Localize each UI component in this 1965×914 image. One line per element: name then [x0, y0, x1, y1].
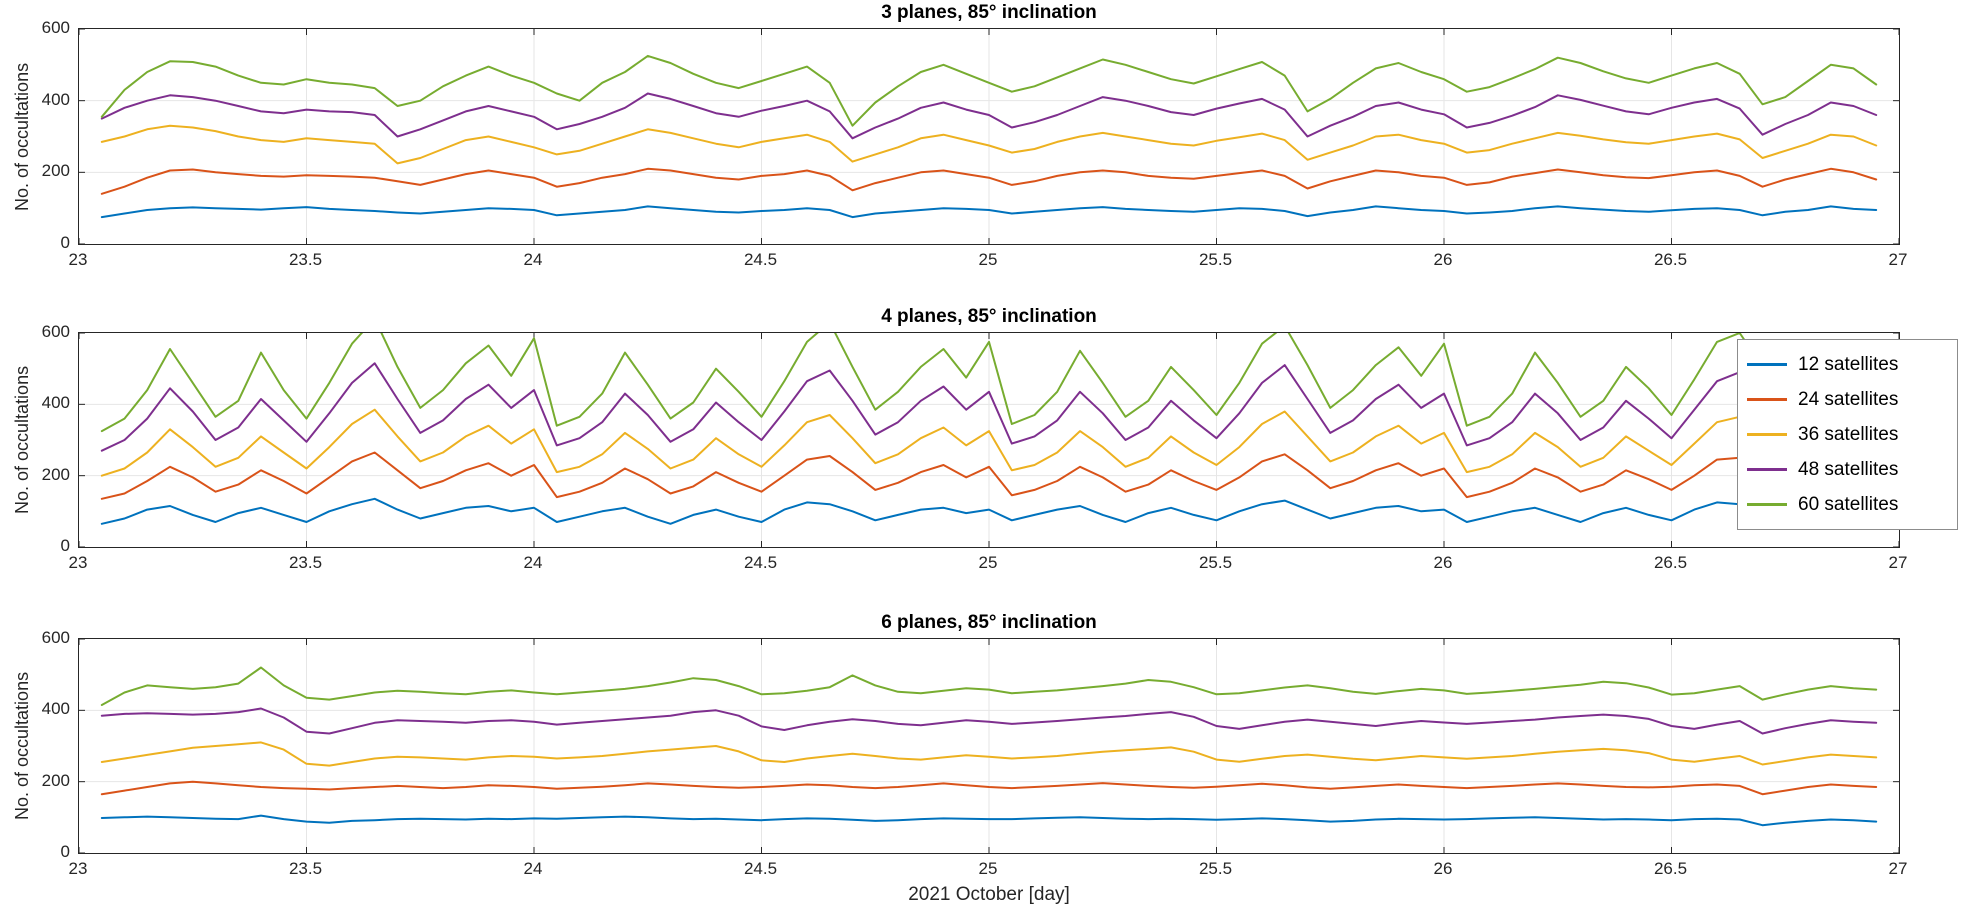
- subplot-title: 4 planes, 85° inclination: [881, 306, 1097, 327]
- x-tick-label: 23.5: [288, 553, 323, 572]
- legend-line-swatch: [1747, 468, 1787, 471]
- series-line-12-satellites: [100, 205, 1878, 219]
- x-tick-label: 23: [68, 250, 88, 269]
- y-tick-label: 600: [41, 18, 70, 37]
- x-tick-label: 25: [978, 859, 998, 878]
- x-tick-label: 24: [523, 859, 543, 878]
- x-tick-label: 25.5: [1198, 250, 1233, 269]
- subplot-title: 3 planes, 85° inclination: [881, 2, 1097, 23]
- series-line-36-satellites: [100, 741, 1878, 767]
- legend-label: 48 satellites: [1798, 458, 1899, 480]
- y-axis-label: No. of occultations: [12, 62, 32, 211]
- series-line-48-satellites: [100, 92, 1878, 140]
- x-tick-label: 26: [1433, 859, 1453, 878]
- series-line-12-satellites: [100, 814, 1878, 827]
- y-tick-label: 400: [41, 89, 70, 109]
- x-tick-label: 25: [978, 250, 998, 269]
- legend-line-swatch: [1747, 398, 1787, 401]
- line-chart-svg: [79, 333, 1899, 547]
- subplot-title: 6 planes, 85° inclination: [881, 612, 1097, 633]
- x-tick-label: 26.5: [1653, 859, 1688, 878]
- legend-line-swatch: [1747, 363, 1787, 366]
- y-axis-label: No. of occultations: [12, 365, 32, 515]
- y-tick-label: 400: [41, 699, 70, 719]
- x-tick-label: 23.5: [288, 859, 323, 878]
- y-tick-label: 400: [41, 393, 70, 413]
- y-tick-label: 0: [60, 842, 70, 861]
- x-tick-label: 27: [1888, 250, 1908, 269]
- x-axis-label: 2021 October [day]: [908, 884, 1070, 905]
- y-axis-label: No. of occultations: [12, 671, 32, 821]
- legend-item: 36 satellites: [1738, 417, 1957, 452]
- series-line-48-satellites: [100, 707, 1878, 735]
- series-line-24-satellites: [100, 451, 1878, 500]
- y-tick-label: 0: [60, 233, 70, 252]
- x-tick-label: 23: [68, 553, 88, 572]
- series-line-36-satellites: [100, 408, 1878, 477]
- line-chart-svg: [79, 29, 1899, 244]
- x-tick-label: 23.5: [288, 250, 323, 269]
- x-tick-label: 24.5: [743, 859, 778, 878]
- x-tick-label: 26: [1433, 250, 1453, 269]
- plot-area: [78, 28, 1900, 245]
- x-tick-label: 24.5: [743, 250, 778, 269]
- x-tick-label: 24.5: [743, 553, 778, 572]
- legend-line-swatch: [1747, 433, 1787, 436]
- legend: 12 satellites 24 satellites 36 satellites 4…: [1737, 339, 1958, 530]
- x-tick-label: 23: [68, 859, 88, 878]
- x-tick-label: 27: [1888, 553, 1908, 572]
- legend-label: 12 satellites: [1798, 353, 1899, 375]
- y-tick-label: 0: [60, 536, 70, 555]
- series-line-60-satellites: [100, 666, 1878, 706]
- x-tick-label: 24: [523, 250, 543, 269]
- legend-label: 36 satellites: [1798, 423, 1899, 445]
- series-line-60-satellites: [100, 333, 1878, 433]
- y-tick-label: 600: [41, 322, 70, 341]
- legend-item: 60 satellites: [1738, 487, 1957, 522]
- line-chart-svg: [79, 639, 1899, 853]
- legend-line-swatch: [1747, 503, 1787, 506]
- x-tick-label: 27: [1888, 859, 1908, 878]
- y-tick-label: 600: [41, 628, 70, 647]
- legend-label: 60 satellites: [1798, 493, 1899, 515]
- series-line-24-satellites: [100, 167, 1878, 195]
- legend-item: 12 satellites: [1738, 347, 1957, 382]
- x-tick-label: 26: [1433, 553, 1453, 572]
- legend-item: 48 satellites: [1738, 452, 1957, 487]
- x-tick-label: 25: [978, 553, 998, 572]
- series-line-60-satellites: [100, 54, 1878, 127]
- plot-area: [78, 638, 1900, 854]
- y-tick-label: 200: [41, 161, 70, 181]
- series-line-36-satellites: [100, 124, 1878, 165]
- series-line-48-satellites: [100, 362, 1878, 452]
- x-tick-label: 25.5: [1198, 859, 1233, 878]
- plot-area: [78, 332, 1900, 548]
- x-tick-label: 26.5: [1653, 553, 1688, 572]
- legend-label: 24 satellites: [1798, 388, 1899, 410]
- series-line-24-satellites: [100, 780, 1878, 796]
- legend-item: 24 satellites: [1738, 382, 1957, 417]
- x-tick-label: 25.5: [1198, 553, 1233, 572]
- y-tick-label: 200: [41, 464, 70, 484]
- y-tick-label: 200: [41, 770, 70, 790]
- x-tick-label: 24: [523, 553, 543, 572]
- series-line-12-satellites: [100, 497, 1878, 525]
- x-tick-label: 26.5: [1653, 250, 1688, 269]
